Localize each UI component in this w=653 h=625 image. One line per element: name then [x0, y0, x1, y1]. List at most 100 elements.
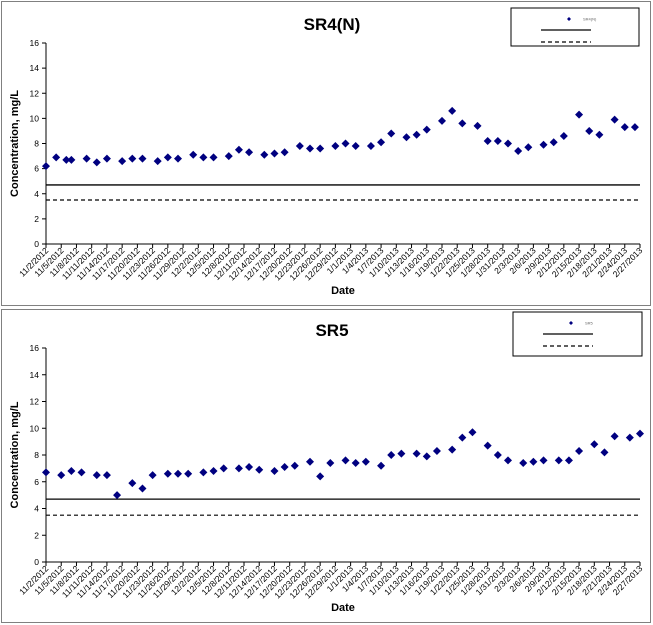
data-point: [163, 153, 172, 162]
y-tick-label: 14: [30, 370, 40, 380]
data-point: [234, 145, 243, 154]
y-tick-label: 8: [34, 450, 39, 460]
data-point: [387, 129, 396, 138]
data-point: [473, 121, 482, 130]
data-point: [422, 452, 431, 461]
data-point: [270, 467, 279, 476]
data-point: [280, 148, 289, 157]
data-point: [270, 149, 279, 158]
data-point: [118, 157, 127, 166]
data-point: [483, 136, 492, 145]
data-point: [514, 147, 523, 156]
data-point: [148, 471, 157, 480]
data-point: [280, 463, 289, 472]
data-point: [57, 471, 66, 480]
data-point: [52, 153, 61, 162]
y-axis-title: Concentration, mg/L: [9, 401, 21, 508]
y-tick-label: 6: [34, 477, 39, 487]
data-point: [468, 428, 477, 437]
y-tick-label: 0: [34, 239, 39, 249]
chart-panel-sr4n: SR4(N) 0 2 4 6 8 10 12 14 16 11/2/2012 11/5/2012 11/…: [1, 1, 651, 306]
data-point: [77, 468, 86, 477]
chart-title: SR5: [315, 321, 348, 340]
data-point: [529, 457, 538, 466]
data-point: [412, 449, 421, 458]
data-point: [559, 131, 568, 140]
data-point: [199, 468, 208, 477]
data-point: [295, 142, 304, 151]
data-point: [331, 142, 340, 151]
data-point: [245, 463, 254, 472]
data-point: [199, 153, 208, 162]
y-tick-label: 10: [30, 423, 40, 433]
data-point: [402, 133, 411, 142]
data-point: [316, 472, 325, 481]
data-point: [189, 150, 198, 159]
data-point: [306, 457, 314, 466]
data-point: [224, 152, 233, 161]
chart-sr5: SR5024681012141611/2/201211/5/201211/8/2…: [9, 311, 645, 614]
data-point: [590, 440, 599, 449]
data-point: [387, 451, 396, 459]
data-point: [174, 154, 182, 163]
data-point: [575, 446, 584, 455]
data-point: [316, 144, 325, 153]
y-tick-label: 12: [30, 397, 40, 407]
chart-title: SR4(N): [304, 15, 361, 34]
data-point: [366, 142, 375, 151]
y-tick-label: 2: [34, 214, 39, 224]
data-point: [113, 491, 122, 500]
data-point: [524, 143, 533, 152]
data-point: [610, 115, 619, 124]
data-point: [397, 449, 406, 458]
data-point: [42, 468, 50, 477]
y-tick-label: 0: [34, 557, 39, 567]
data-point: [67, 467, 76, 476]
data-point: [67, 155, 76, 164]
data-point: [138, 154, 147, 163]
legend-label: SR5: [585, 321, 594, 326]
data-point: [245, 148, 254, 157]
y-tick-label: 10: [30, 113, 40, 123]
y-tick-label: 8: [34, 139, 39, 149]
data-point: [600, 448, 609, 457]
data-point: [458, 433, 467, 442]
data-point: [138, 484, 147, 493]
data-point: [585, 126, 594, 135]
data-point: [42, 162, 50, 171]
data-point: [163, 469, 172, 478]
data-point: [209, 467, 218, 476]
data-point: [539, 140, 548, 149]
data-point: [493, 136, 502, 145]
y-tick-label: 2: [34, 530, 39, 540]
y-tick-label: 12: [30, 88, 40, 98]
data-point: [351, 459, 360, 468]
data-point: [102, 154, 111, 163]
data-point: [341, 139, 350, 148]
data-point: [377, 461, 386, 470]
legend-marker: [569, 321, 573, 325]
legend-marker: [567, 17, 571, 21]
data-point: [351, 142, 360, 151]
data-point: [92, 158, 101, 167]
data-point: [504, 456, 512, 465]
data-point: [412, 130, 421, 139]
data-point: [448, 445, 457, 454]
data-point: [493, 451, 502, 459]
y-tick-label: 16: [30, 38, 40, 48]
data-point: [290, 461, 299, 470]
y-tick-label: 16: [30, 343, 40, 353]
data-point: [174, 469, 182, 478]
data-point: [128, 479, 137, 488]
data-point: [377, 138, 386, 147]
data-point: [483, 441, 492, 450]
data-point: [504, 139, 512, 148]
x-axis-title: Date: [331, 285, 355, 297]
data-point: [341, 456, 350, 465]
data-point: [549, 138, 558, 147]
data-point: [209, 153, 218, 162]
data-point: [610, 432, 619, 441]
chart-sr4n: SR4(N)024681012141611/2/201211/5/201211/…: [9, 7, 645, 297]
y-tick-label: 4: [34, 189, 39, 199]
data-point: [92, 471, 101, 480]
